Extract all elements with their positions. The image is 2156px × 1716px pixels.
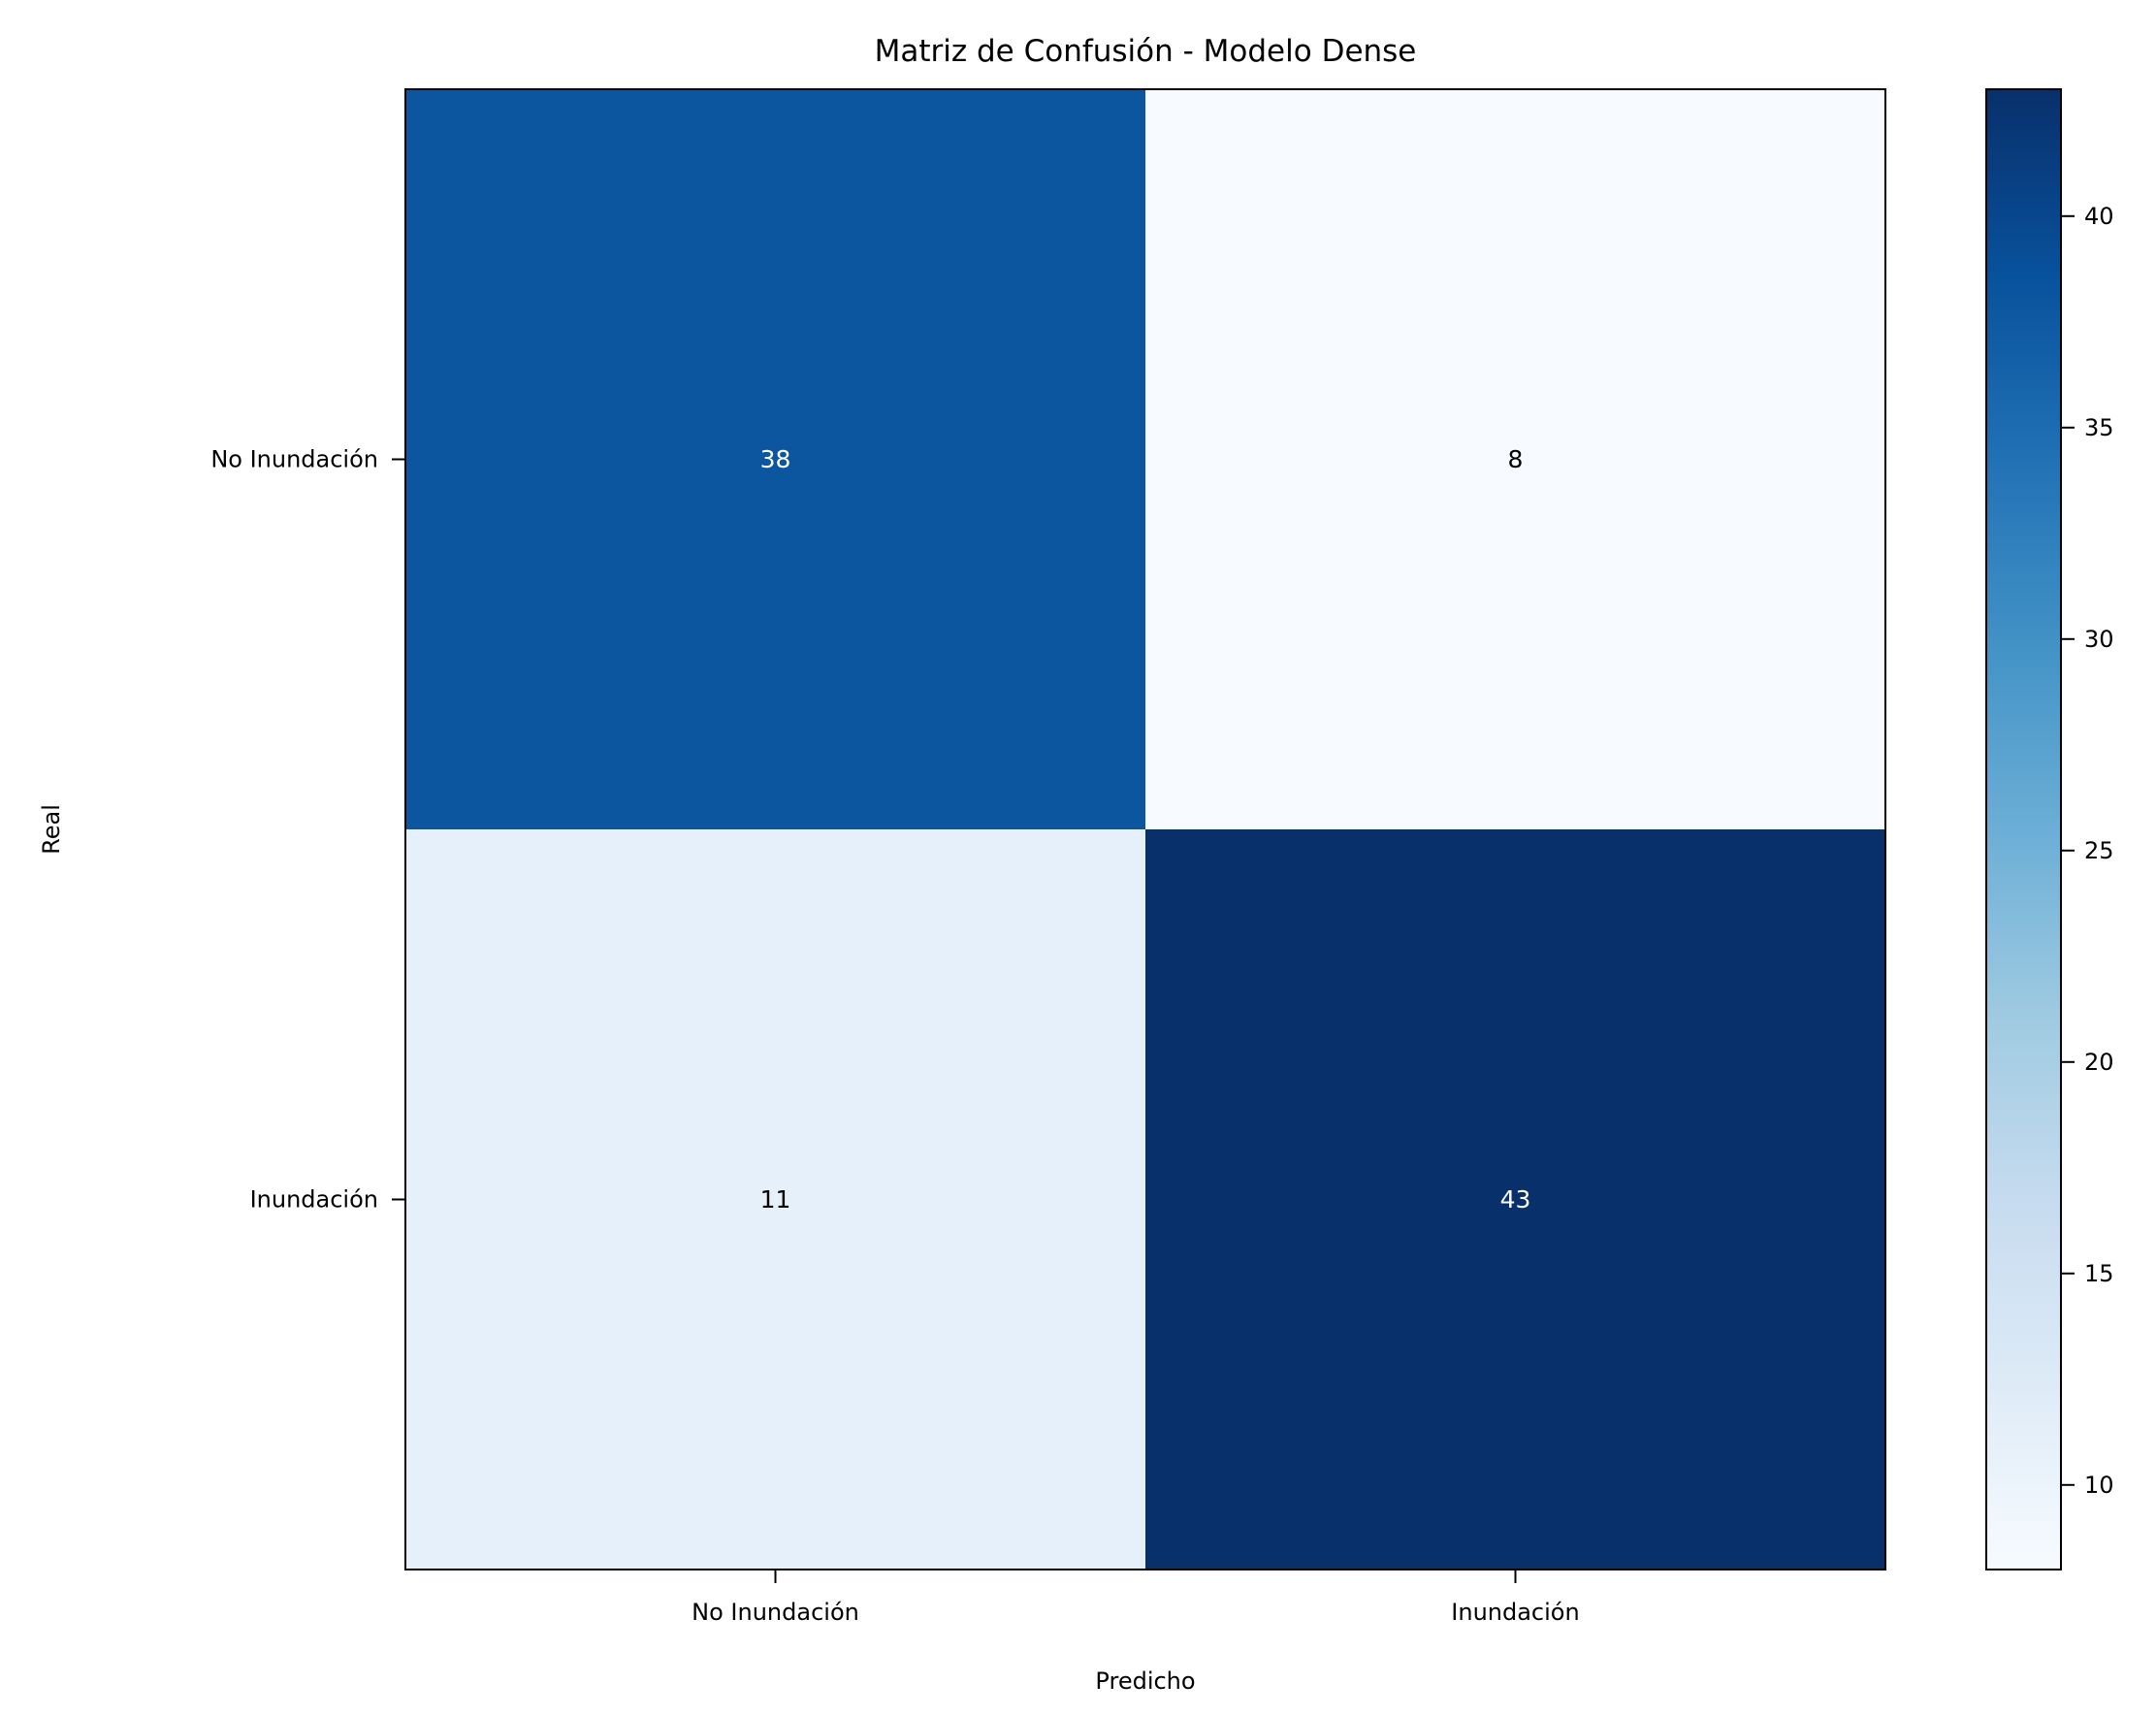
chart-title: Matriz de Confusión - Modelo Dense bbox=[875, 34, 1417, 69]
heatmap-cell bbox=[1145, 89, 1885, 829]
colorbar-tick-label: 35 bbox=[2084, 414, 2114, 441]
y-axis-ticks: No Inundación Inundación bbox=[210, 446, 405, 1214]
colorbar-tick-label: 20 bbox=[2084, 1049, 2114, 1076]
x-tick-label: Inundación bbox=[1451, 1599, 1579, 1626]
plot-frame bbox=[404, 88, 1886, 1570]
colorbar-ticks: 10 15 20 25 30 35 40 bbox=[2061, 203, 2114, 1499]
y-tick-label: No Inundación bbox=[210, 446, 378, 473]
colorbar-tick-label: 30 bbox=[2084, 626, 2114, 653]
cell-value-label: 11 bbox=[760, 1185, 791, 1214]
colorbar-tick-label: 25 bbox=[2084, 837, 2114, 864]
heatmap-cell-labels: 38 8 11 43 bbox=[760, 445, 1531, 1214]
colorbar-tick-label: 15 bbox=[2084, 1260, 2114, 1287]
x-axis-label: Predicho bbox=[1095, 1667, 1195, 1695]
x-axis-ticks: No Inundación Inundación bbox=[692, 1570, 1580, 1626]
cell-value-label: 8 bbox=[1508, 445, 1524, 473]
cell-value-label: 38 bbox=[760, 445, 791, 473]
heatmap-cells bbox=[405, 89, 1885, 1570]
heatmap-cell bbox=[1145, 829, 1885, 1570]
colorbar-tick-label: 40 bbox=[2084, 203, 2114, 230]
y-tick-label: Inundación bbox=[250, 1186, 378, 1214]
y-axis-label: Real bbox=[38, 804, 65, 855]
colorbar bbox=[1985, 88, 2062, 1570]
cell-value-label: 43 bbox=[1500, 1185, 1531, 1214]
heatmap-cell bbox=[405, 89, 1145, 829]
colorbar-tick-label: 10 bbox=[2084, 1472, 2114, 1499]
x-tick-label: No Inundación bbox=[692, 1599, 859, 1626]
heatmap-cell bbox=[405, 829, 1145, 1570]
